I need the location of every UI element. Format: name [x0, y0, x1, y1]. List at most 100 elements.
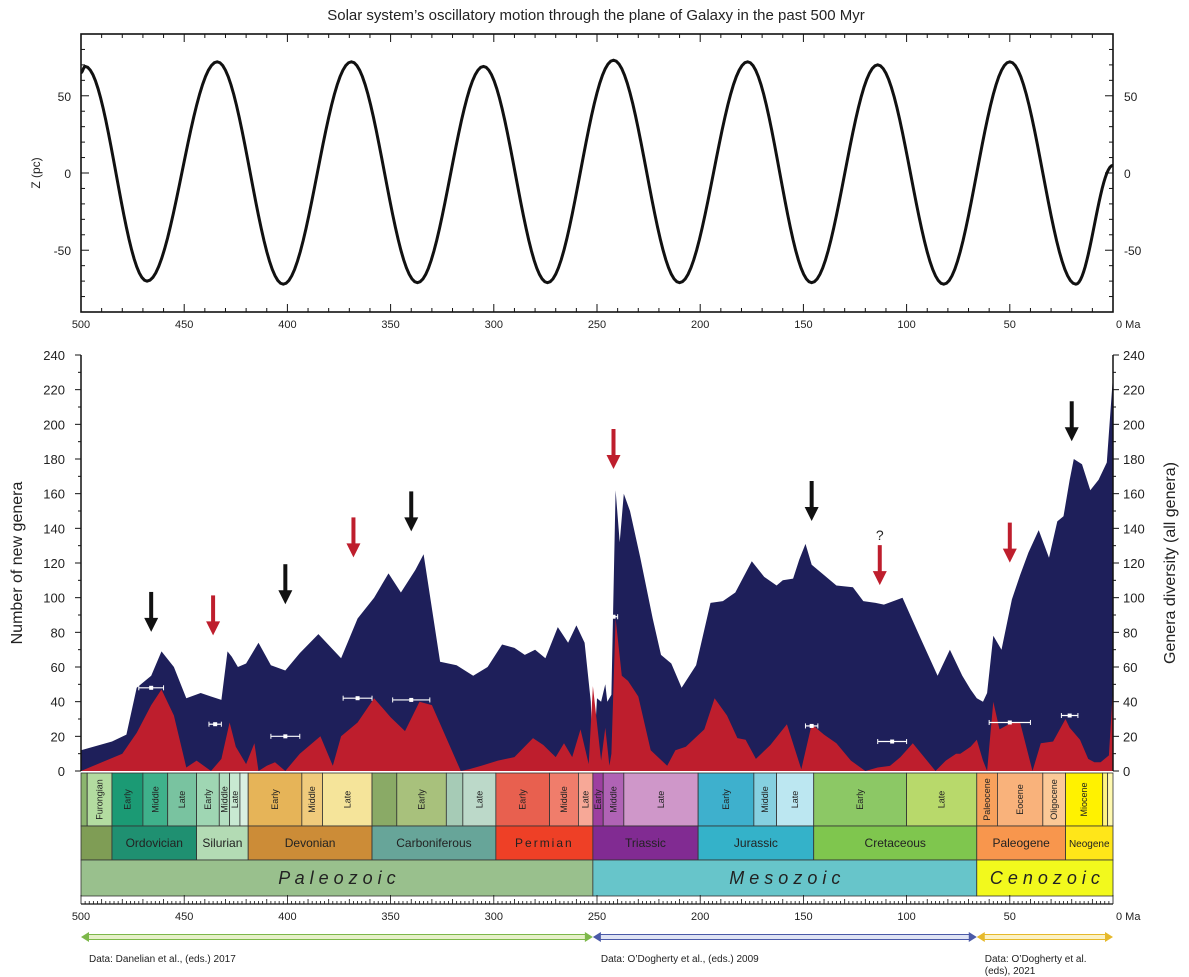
epoch-label: Late [342, 791, 352, 809]
y-tick-label: 40 [1123, 695, 1137, 710]
epoch-label: Late [656, 791, 666, 809]
source-label: (eds), 2021 [985, 966, 1036, 977]
epoch-label: Early [855, 789, 865, 810]
epoch-label: Middle [219, 786, 229, 813]
epoch-box [445, 772, 464, 827]
epoch-label: Late [581, 791, 591, 809]
period-box [196, 825, 249, 861]
period-label: Ordovician [126, 836, 183, 850]
x-tick-label: 200 [691, 319, 709, 331]
period-label: Devonian [285, 836, 336, 850]
error-bar-point [409, 697, 414, 702]
y-tick-label: -50 [54, 244, 72, 258]
epoch-box [239, 772, 249, 827]
source-arrow-right [1105, 932, 1113, 942]
x-tick-label: 50 [1004, 319, 1016, 331]
y-tick-label: 120 [43, 556, 65, 571]
epoch-label: Early [122, 789, 132, 810]
arrow-question-label: ? [876, 527, 884, 543]
epoch-box [1107, 772, 1114, 827]
source-bar [598, 934, 972, 940]
y-tick-label: 80 [51, 625, 65, 640]
epoch-box [813, 772, 907, 827]
epoch-box [111, 772, 144, 827]
y-tick-label: 100 [1123, 591, 1145, 606]
epoch-label: Early [203, 789, 213, 810]
y-tick-label: 0 [64, 167, 71, 181]
epoch-label: Late [177, 791, 187, 809]
era-label: P a l e o z o i c [278, 868, 395, 888]
source-label: Data: Danelian et al., (eds.) 2017 [89, 954, 236, 965]
y-tick-label: 0 [1123, 764, 1130, 779]
y-tick-label: 60 [51, 660, 65, 675]
y-tick-label: 40 [51, 695, 65, 710]
era-label: M e s o z o i c [729, 868, 840, 888]
arrow-head [206, 621, 221, 636]
x-tick-label: 50 [1004, 911, 1016, 923]
epoch-label: Oligocene [1049, 779, 1059, 820]
y-axis-label-right: Genera diversity (all genera) [1162, 462, 1179, 664]
epoch-label: Middle [307, 786, 317, 813]
x-tick-label: 100 [897, 319, 915, 331]
y-tick-label: 220 [43, 383, 65, 398]
plot-frame [80, 33, 1114, 313]
period-box [813, 825, 978, 861]
error-bar-point [1067, 713, 1072, 718]
y-tick-label: 50 [58, 90, 72, 104]
x-tick-label: 250 [588, 319, 606, 331]
source-arrow-left [976, 932, 985, 942]
y-axis-label-left: Number of new genera [9, 482, 26, 645]
x-tick-label: 250 [588, 911, 606, 923]
epoch-label: Early [593, 789, 603, 810]
x-tick-label: 450 [175, 319, 193, 331]
epoch-box [80, 772, 88, 827]
data-sources: Data: Danelian et al., (eds.) 2017 Data: … [81, 932, 1113, 977]
epoch-label: Late [790, 791, 800, 809]
error-bar-point [890, 739, 895, 744]
epoch-box [697, 772, 755, 827]
diversity-area [81, 375, 1113, 771]
epoch-label: Miocene [1079, 782, 1089, 816]
epoch-label: Eocene [1015, 784, 1025, 815]
epoch-label: Late [230, 791, 240, 809]
error-bar-point [355, 696, 360, 701]
source-arrow-left [81, 932, 89, 942]
error-bar-point [213, 722, 218, 727]
z-oscillation-chart: 500 450 400 350 300 250 200 150 100 50 0 Ma-50 -500… [29, 33, 1142, 331]
y-tick-label: 160 [1123, 487, 1145, 502]
period-label: Paleogene [992, 836, 1050, 850]
epoch-box [495, 772, 550, 827]
period-label: Neogene [1069, 839, 1110, 850]
era-box [80, 859, 594, 897]
arrow-head [346, 543, 361, 558]
geologic-timescale: Furongian Early Middle Late Early Middle Late E… [72, 772, 1141, 923]
arrow-head [804, 507, 819, 521]
period-box [247, 825, 373, 861]
y-tick-label: 0 [1124, 167, 1131, 181]
arrow-head [144, 617, 159, 632]
epoch-label: Early [417, 789, 427, 810]
period-box [371, 825, 497, 861]
y-tick-label: 200 [43, 417, 65, 432]
source-bar [982, 934, 1108, 940]
x-tick-label: 400 [278, 911, 296, 923]
period-label: Jurassic [734, 836, 778, 850]
epoch-label: Paleocene [982, 778, 992, 821]
x-tick-label: 0 Ma [1116, 319, 1141, 331]
x-tick-label: 350 [381, 911, 399, 923]
x-tick-label: 300 [485, 319, 503, 331]
period-label: Triassic [625, 836, 666, 850]
chart-title: Solar system’s oscillatory motion throug… [327, 7, 865, 24]
period-box [1065, 825, 1114, 861]
epoch-label: Middle [760, 786, 770, 813]
period-label: Carboniferous [396, 836, 471, 850]
period-label: Cretaceous [865, 836, 926, 850]
arrow-head [1064, 427, 1079, 442]
source-bar [86, 934, 588, 940]
x-tick-label: 450 [175, 911, 193, 923]
source-label: Data: O’Dogherty et al., (eds.) 2009 [601, 954, 759, 965]
x-tick-label: 300 [485, 911, 503, 923]
arrow-head [1002, 548, 1017, 563]
y-tick-label: 120 [1123, 556, 1145, 571]
period-box [976, 825, 1066, 861]
